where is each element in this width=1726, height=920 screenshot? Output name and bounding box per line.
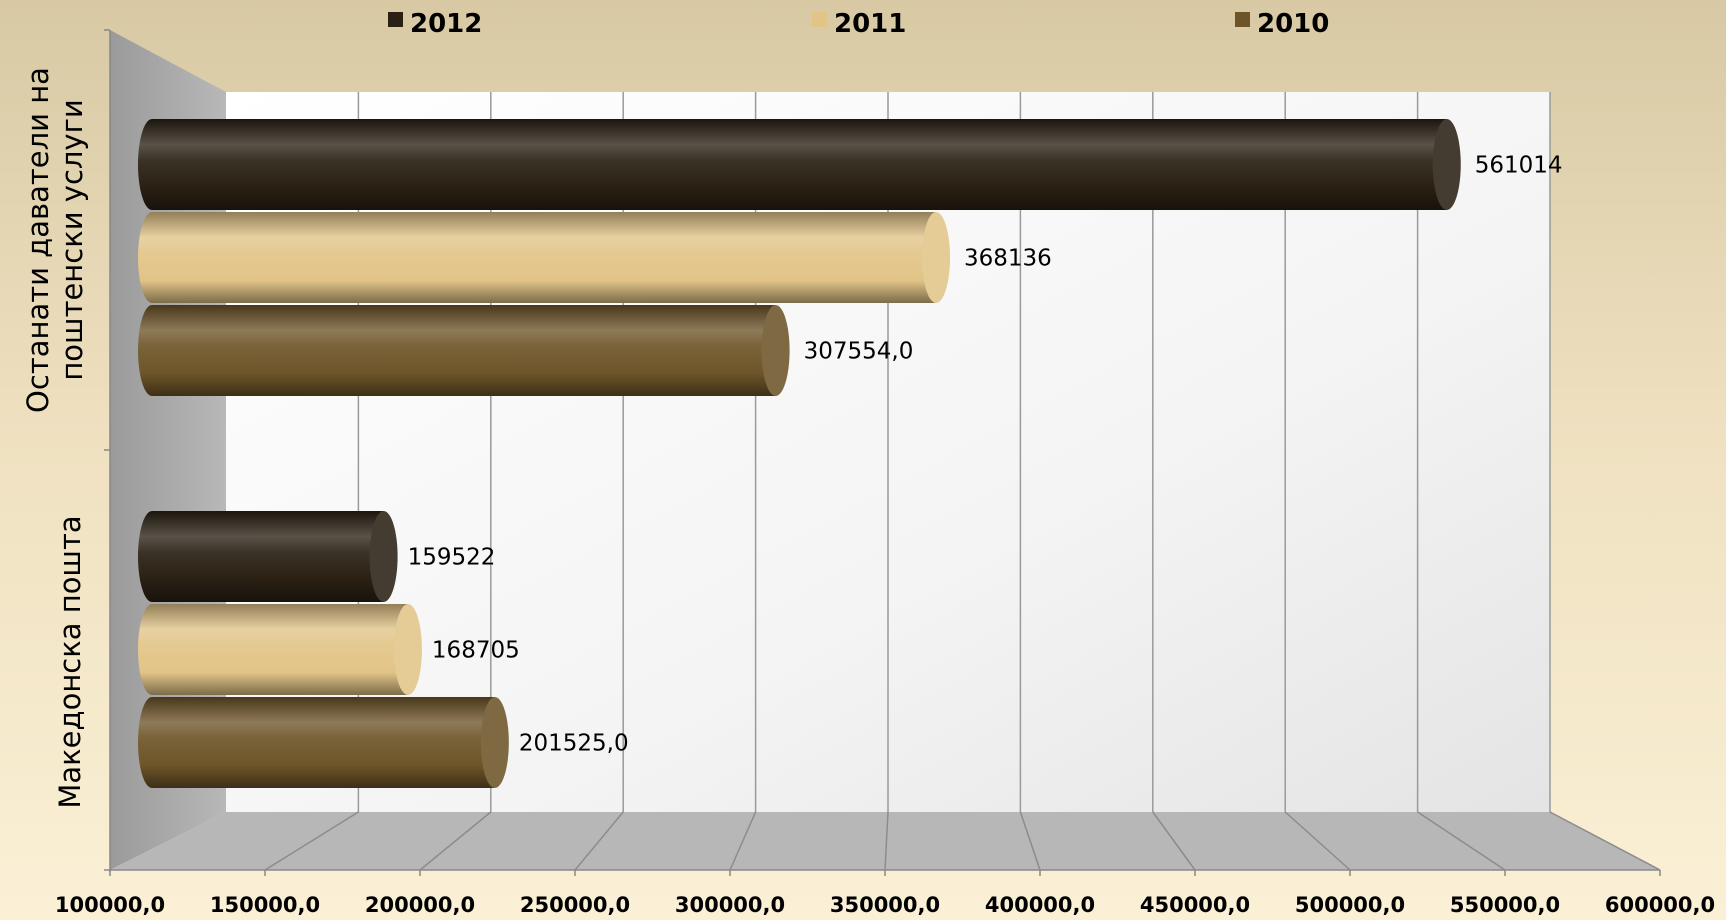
x-tick-label: 500000,0	[1295, 893, 1405, 917]
data-label: 201525,0	[519, 731, 629, 757]
floor-gridline	[1152, 811, 1196, 871]
floor-gridline	[1417, 811, 1506, 871]
x-tick-label: 400000,0	[985, 893, 1095, 917]
x-tick-label: 600000,0	[1605, 893, 1715, 917]
bar-2010	[138, 697, 509, 788]
floor-gridline	[574, 811, 624, 871]
category-label: Македонска пошта	[53, 515, 87, 808]
data-labels: 159522 168705 201525,0 561014 368136 307554,0	[408, 153, 1563, 757]
floor-lines	[264, 811, 1661, 871]
floor	[110, 812, 1660, 870]
x-tick-label: 250000,0	[520, 893, 630, 917]
data-label: 561014	[1475, 153, 1563, 179]
x-tick-label: 300000,0	[675, 893, 785, 917]
legend-swatch	[812, 12, 827, 27]
floor-gridline	[1284, 811, 1351, 871]
x-tick-label: 150000,0	[210, 893, 320, 917]
bars	[138, 119, 1461, 788]
data-label: 159522	[408, 545, 496, 571]
floor-gridline	[419, 811, 492, 871]
x-axis-ticks: 100000,0 150000,0 200000,0 250000,0 300000,0…	[55, 870, 1715, 917]
legend-swatch	[1235, 12, 1250, 27]
x-tick-label: 200000,0	[365, 893, 475, 917]
bar-2012	[138, 119, 1461, 210]
legend-label: 2011	[834, 9, 906, 39]
category-labels: Македонска пошта Останати даватели напошт…	[21, 67, 89, 809]
x-tick-label: 100000,0	[55, 893, 165, 917]
legend-label: 2010	[1257, 9, 1329, 39]
legend-label: 2012	[410, 9, 482, 39]
bar-2011	[138, 604, 422, 695]
x-tick-label: 550000,0	[1450, 893, 1560, 917]
legend-swatch	[388, 12, 403, 27]
bar-2011	[138, 212, 951, 303]
floor-gridline	[264, 811, 359, 871]
data-label: 168705	[432, 638, 520, 664]
data-label: 368136	[964, 246, 1052, 272]
floor-gridline	[1019, 811, 1041, 871]
floor-gridline	[1549, 811, 1661, 871]
x-tick-label: 350000,0	[830, 893, 940, 917]
legend: 2012 2011 2010	[388, 9, 1329, 39]
floor-gridline	[729, 811, 757, 871]
category-label: Останати даватели напоштенски услуги	[21, 67, 89, 413]
bar-2010	[138, 305, 790, 396]
floor-gridline	[884, 811, 889, 871]
data-label: 307554,0	[804, 339, 914, 365]
bar-2012	[138, 511, 398, 602]
x-tick-label: 450000,0	[1140, 893, 1250, 917]
